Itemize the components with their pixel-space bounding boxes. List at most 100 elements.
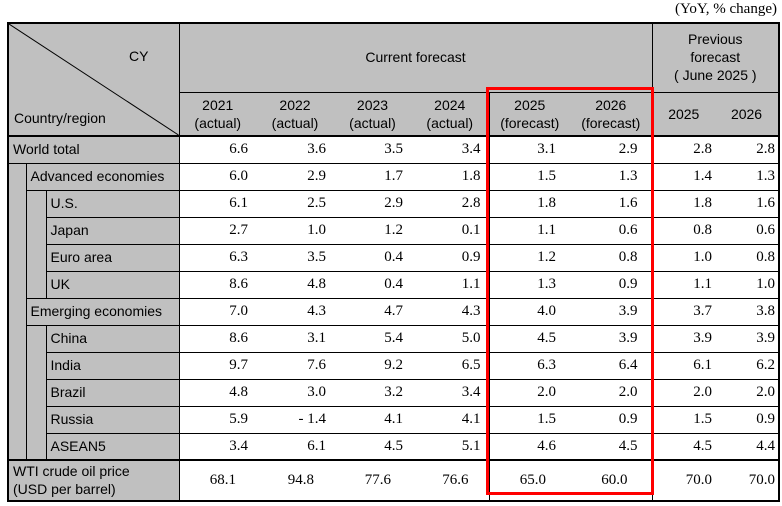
value-cell: 2.0 [715, 379, 780, 407]
value-cell: 3.7 [651, 298, 716, 326]
row-label: Emerging economies [26, 298, 180, 326]
value-cell: 6.5 [411, 352, 489, 380]
year-column-header: 2021 (actual) [179, 92, 256, 137]
value-cell: 0.4 [334, 244, 411, 272]
value-cell: 4.1 [334, 406, 411, 434]
value-cell: 0.8 [570, 244, 653, 272]
value-cell: 6.3 [488, 352, 570, 380]
value-cell: 3.6 [256, 136, 334, 164]
value-cell: 0.1 [411, 217, 489, 245]
row-label: Advanced economies [26, 163, 180, 191]
value-cell: 3.9 [651, 325, 716, 353]
value-cell: 3.9 [715, 325, 780, 353]
year-column-header: 2026 [715, 92, 780, 137]
value-cell: 4.3 [256, 298, 334, 326]
value-cell: 5.9 [179, 406, 256, 434]
current-forecast-group-header: Current forecast [179, 23, 653, 93]
row-label: U.S. [46, 190, 180, 218]
table-row: China 8.6 3.1 5.4 5.0 4.5 3.9 3.9 3.9 [8, 325, 780, 461]
country-region-label: Country/region [14, 110, 106, 126]
row-label: ASEAN5 [46, 433, 180, 461]
value-cell: 4.1 [411, 406, 489, 434]
year-column-header: 2022 (actual) [256, 92, 334, 137]
row-label: India [46, 352, 180, 380]
wti-value-cell: 70.0 [651, 459, 716, 502]
value-cell: 3.1 [256, 325, 334, 353]
value-cell: 1.1 [651, 271, 716, 299]
value-cell: 3.8 [715, 298, 780, 326]
wti-value-cell: 68.1 [179, 459, 256, 502]
value-cell: 1.3 [570, 163, 653, 191]
value-cell: 3.5 [334, 136, 411, 164]
value-cell: 1.5 [488, 163, 570, 191]
value-cell: 2.8 [651, 136, 716, 164]
value-cell: 2.8 [411, 190, 489, 218]
diagonal-line [9, 24, 179, 135]
yoy-unit-note: (YoY, % change) [675, 1, 777, 17]
value-cell: 3.9 [570, 298, 653, 326]
value-cell: 1.4 [651, 163, 716, 191]
value-cell: 3.5 [256, 244, 334, 272]
value-cell: 1.1 [488, 217, 570, 245]
value-cell: 0.8 [715, 244, 780, 272]
value-cell: 8.6 [179, 271, 256, 299]
value-cell: 7.0 [179, 298, 256, 326]
value-cell: 8.6 [179, 325, 256, 353]
value-cell: 3.4 [411, 379, 489, 407]
value-cell: 6.1 [256, 433, 334, 461]
table-row: Japan 2.7 1.0 1.2 0.1 1.1 0.6 0.8 0.6 [8, 217, 780, 245]
value-cell: 1.0 [256, 217, 334, 245]
value-cell: 1.3 [488, 271, 570, 299]
value-cell: 2.9 [570, 136, 653, 164]
value-cell: 5.4 [334, 325, 411, 353]
row-label: China [46, 325, 180, 353]
value-cell: 3.1 [488, 136, 570, 164]
value-cell: 0.9 [411, 244, 489, 272]
value-cell: 2.7 [179, 217, 256, 245]
indent-spacer [8, 163, 27, 461]
row-label: Japan [46, 217, 180, 245]
value-cell: 0.6 [570, 217, 653, 245]
value-cell: 9.2 [334, 352, 411, 380]
table-row: Advanced economies 6.0 2.9 1.7 1.8 1.5 1.3 1.4 1… [8, 163, 780, 461]
cy-label: CY [129, 48, 149, 64]
corner-cell: CY Country/region [8, 23, 180, 137]
indent-spacer [26, 190, 47, 299]
value-cell: 2.0 [570, 379, 653, 407]
value-cell: 1.0 [715, 271, 780, 299]
year-column-header: 2023 (actual) [334, 92, 411, 137]
row-label: UK [46, 271, 180, 299]
value-cell: 4.7 [334, 298, 411, 326]
value-cell: 3.0 [256, 379, 334, 407]
table-row: ASEAN5 3.4 6.1 4.5 5.1 4.6 4.5 4.5 4.4 [8, 433, 780, 461]
value-cell: 2.8 [715, 136, 780, 164]
value-cell: 0.8 [651, 217, 716, 245]
value-cell: 1.5 [488, 406, 570, 434]
value-cell: 4.5 [334, 433, 411, 461]
value-cell: 4.3 [411, 298, 489, 326]
value-cell: 1.5 [651, 406, 716, 434]
value-cell: 6.1 [651, 352, 716, 380]
value-cell: 0.9 [715, 406, 780, 434]
value-cell: 1.2 [488, 244, 570, 272]
indent-spacer [26, 325, 47, 461]
value-cell: 2.0 [488, 379, 570, 407]
value-cell: 0.9 [570, 271, 653, 299]
wti-value-cell: 76.6 [411, 459, 489, 502]
year-column-header: 2025 (forecast) [488, 92, 570, 137]
value-cell: 4.6 [488, 433, 570, 461]
value-cell: 1.7 [334, 163, 411, 191]
value-cell: 1.2 [334, 217, 411, 245]
value-cell: 4.8 [256, 271, 334, 299]
table-row: UK 8.6 4.8 0.4 1.1 1.3 0.9 1.1 1.0 [8, 271, 780, 299]
value-cell: 6.0 [179, 163, 256, 191]
value-cell: 4.4 [715, 433, 780, 461]
value-cell: 3.9 [570, 325, 653, 353]
value-cell: 6.2 [715, 352, 780, 380]
value-cell: 3.4 [411, 136, 489, 164]
table-row: Russia 5.9- 1.4 4.1 4.1 1.5 0.9 1.5 0.9 [8, 406, 780, 434]
value-cell: 1.3 [715, 163, 780, 191]
value-cell: - 1.4 [256, 406, 334, 434]
value-cell: 9.7 [179, 352, 256, 380]
table-row: Euro area 6.3 3.5 0.4 0.9 1.2 0.8 1.0 0.8 [8, 244, 780, 272]
